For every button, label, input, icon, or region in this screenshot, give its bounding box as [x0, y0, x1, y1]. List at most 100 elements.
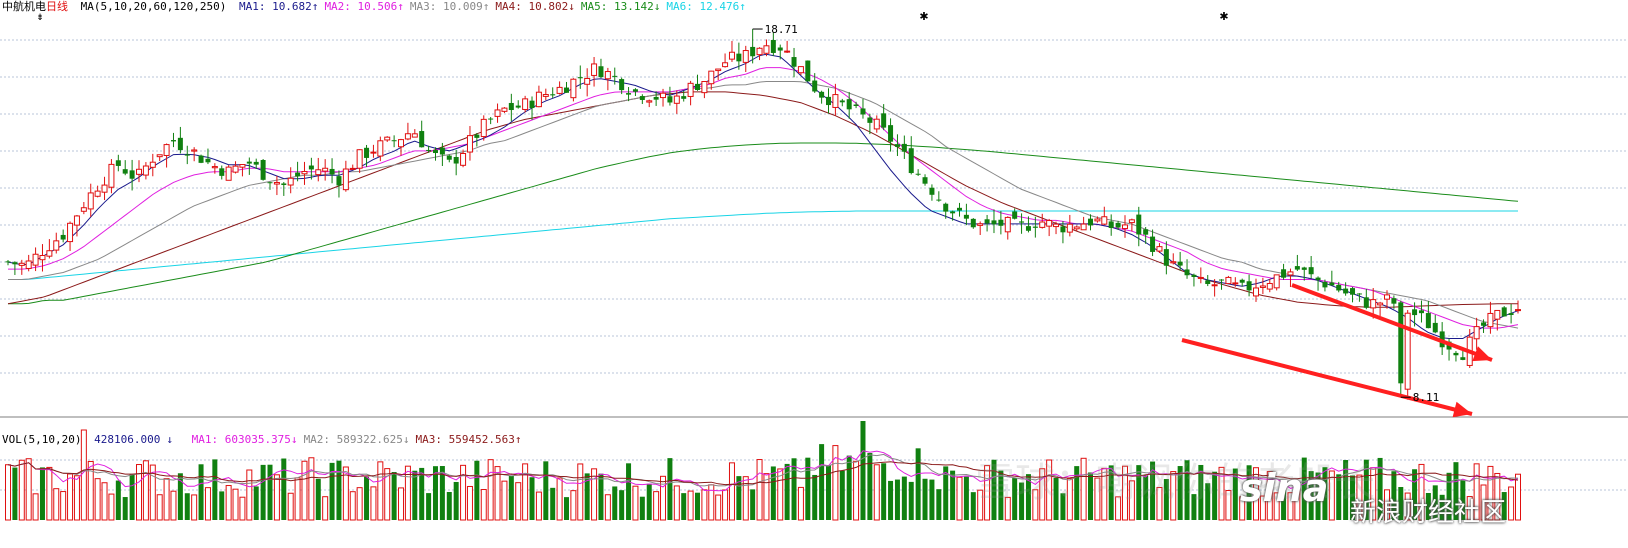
- candle-body-up: [873, 118, 880, 130]
- volume-bar-down: [1439, 494, 1445, 520]
- candle-body-down: [170, 140, 176, 142]
- volume-bar-down: [1025, 474, 1031, 520]
- lower-trend-arrow: [1181, 338, 1473, 416]
- volume-bar-down: [432, 466, 438, 520]
- volume-bar-up: [1218, 466, 1225, 521]
- candle-body-up: [384, 136, 391, 141]
- vol-ma-legend: MA1: 603035.375↓ MA2: 589322.625↓ MA3: 559…: [192, 433, 528, 446]
- event-marker-icon: ⇟: [36, 13, 44, 23]
- volume-bar-up: [1466, 496, 1473, 521]
- volume-bar-down: [915, 448, 921, 520]
- volume-bar-down: [212, 459, 218, 520]
- candle-body-up: [232, 165, 239, 173]
- candle-body-down: [826, 96, 832, 106]
- candle-body-up: [1046, 220, 1053, 227]
- volume-bar-down: [12, 467, 18, 520]
- volume-bar-up: [1121, 465, 1128, 521]
- candle-body-up: [1066, 223, 1073, 233]
- volume-bar-down: [963, 476, 969, 520]
- candle-body-down: [632, 89, 638, 92]
- volume-bar-up: [136, 464, 143, 521]
- volume-bar-up: [25, 458, 32, 521]
- vol-value: 428106.000 ↓: [94, 433, 173, 446]
- candle-body-down: [1239, 279, 1245, 283]
- candle-body-down: [929, 187, 935, 195]
- event-marker-icon: ✱: [1219, 10, 1228, 23]
- volume-bar-up: [1094, 477, 1101, 521]
- candle-body-up: [646, 100, 653, 103]
- volume-bar-up: [873, 464, 880, 521]
- volume-bar-up: [142, 460, 149, 521]
- xueqiu-watermark: 雪球：嘲讽你的老船长: [975, 460, 1375, 506]
- volume-bar-up: [1170, 471, 1177, 521]
- volume-bar-up: [480, 489, 487, 521]
- volume-bar-up: [67, 473, 74, 521]
- volume-bar-up: [466, 485, 473, 521]
- candle-body-up: [136, 168, 143, 175]
- candle-body-down: [619, 79, 625, 91]
- volume-bar-up: [18, 459, 25, 521]
- candle-body-up: [715, 68, 722, 72]
- candle-body-up: [687, 82, 694, 97]
- candle-body-up: [1273, 274, 1280, 289]
- volume-bar-down: [1212, 471, 1218, 520]
- volume-bar-down: [1205, 483, 1211, 520]
- candle-body-down: [639, 96, 645, 100]
- candle-body-down: [184, 154, 190, 156]
- volume-bar-down: [784, 463, 790, 520]
- ma10-line: [8, 67, 1519, 329]
- candle-body-down: [177, 137, 183, 151]
- volume-bar-down: [529, 477, 535, 520]
- volume-bar-down: [1108, 465, 1114, 520]
- candle-body-up: [501, 107, 508, 112]
- candle-body-down: [950, 211, 956, 214]
- volume-bar-up: [1494, 472, 1501, 521]
- ma-legend-item-5: MA5: 13.142↓: [580, 0, 661, 13]
- volume-bar-down: [508, 475, 514, 520]
- candle-body-down: [791, 57, 797, 67]
- candle-body-up: [535, 91, 542, 108]
- candle-body-up: [1053, 223, 1060, 228]
- candle-body-up: [53, 240, 60, 251]
- candle-body-down: [1205, 280, 1211, 284]
- candle-body-down: [260, 160, 266, 180]
- volume-bar-up: [1508, 486, 1515, 521]
- candle-body-up: [67, 222, 74, 243]
- volume-bar-up: [494, 466, 501, 521]
- volume-bar-up: [984, 465, 991, 521]
- volume-ma-5-line: [7, 450, 1519, 492]
- volume-bar-up: [853, 460, 860, 521]
- candle-body-down: [1508, 313, 1514, 316]
- volume-bar-down: [1191, 494, 1197, 520]
- volume-bar-up: [1039, 468, 1046, 521]
- volume-bars: [5, 421, 1521, 521]
- volume-bar-down: [39, 467, 45, 520]
- vol-params: VOL(5,10,20): [2, 433, 82, 446]
- volume-bar-down: [943, 466, 949, 520]
- volume-bar-up: [398, 487, 405, 521]
- candle-body-up: [1515, 309, 1521, 312]
- candle-body-down: [246, 161, 252, 164]
- candle-body-down: [1184, 269, 1190, 276]
- ma-legend-item-6: MA6: 12.476↑: [666, 0, 746, 13]
- volume-bar-down: [1432, 485, 1438, 520]
- volume-bar-up: [1156, 486, 1163, 521]
- candle-body-up: [1073, 226, 1080, 230]
- volume-bar-up: [653, 491, 660, 521]
- volume-bar-up: [977, 489, 984, 521]
- volume-bar-up: [1046, 459, 1053, 521]
- candle-body-down: [1391, 298, 1397, 304]
- volume-bar-up: [1383, 489, 1390, 521]
- ma-legend-item-2: MA2: 10.506↑: [324, 0, 404, 13]
- candle-body-down: [998, 219, 1004, 226]
- candle-body-down: [1356, 293, 1362, 295]
- candle-body-up: [342, 168, 349, 191]
- volume-bar-up: [591, 468, 598, 521]
- candle-body-down: [805, 60, 811, 82]
- candle-body-down: [1329, 282, 1335, 286]
- volume-bar-up: [701, 489, 708, 521]
- volume-bar-up: [370, 486, 377, 521]
- candle-body-down: [943, 203, 949, 212]
- candlesticks: [5, 29, 1521, 400]
- volume-bar-up: [287, 492, 294, 521]
